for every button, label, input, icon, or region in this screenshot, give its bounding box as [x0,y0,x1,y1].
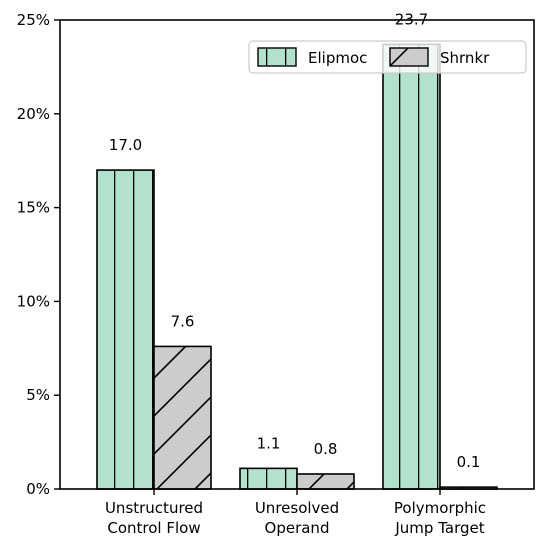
legend: Elipmoc Shrnkr [248,40,527,74]
data-label-elipmoc-unresolved-operand: 1.1 [257,434,281,452]
legend-swatch-elipmoc [257,47,297,67]
bars-layer [96,43,498,490]
legend-label-shrnkr: Shrnkr [440,49,490,67]
bar-shrnkr-unresolved-operand [296,473,355,490]
y-axis: 0% 5% 10% 15% 20% 25% [17,11,60,498]
x-tick-label-polymorphic-jump-target: Polymorphic Jump Target [394,499,486,537]
y-tick-label: 0% [26,480,50,498]
y-tick-label: 5% [26,386,50,404]
data-label-elipmoc-unstructured-control-flow: 17.0 [109,136,142,154]
bar-elipmoc-unstructured-control-flow [96,169,155,490]
x-axis: Unstructured Control Flow Unresolved Operan… [105,489,486,537]
bar-shrnkr-unstructured-control-flow [153,345,212,490]
data-label-shrnkr-polymorphic-jump-target: 0.1 [457,453,481,471]
x-tick-label-unstructured-control-flow: Unstructured Control Flow [105,499,203,537]
x-tick-label-unresolved-operand: Unresolved Operand [255,499,339,537]
data-label-shrnkr-unstructured-control-flow: 7.6 [171,312,195,330]
y-tick-label: 25% [17,11,50,29]
bar-elipmoc-polymorphic-jump-target [382,43,441,490]
legend-frame [248,40,527,74]
data-label-shrnkr-unresolved-operand: 0.8 [314,440,338,458]
y-tick-label: 20% [17,105,50,123]
legend-swatch-shrnkr [389,47,429,67]
legend-label-elipmoc: Elipmoc [308,49,367,67]
y-tick-label: 15% [17,199,50,217]
bar-elipmoc-unresolved-operand [239,467,298,490]
y-tick-label: 10% [17,292,50,310]
